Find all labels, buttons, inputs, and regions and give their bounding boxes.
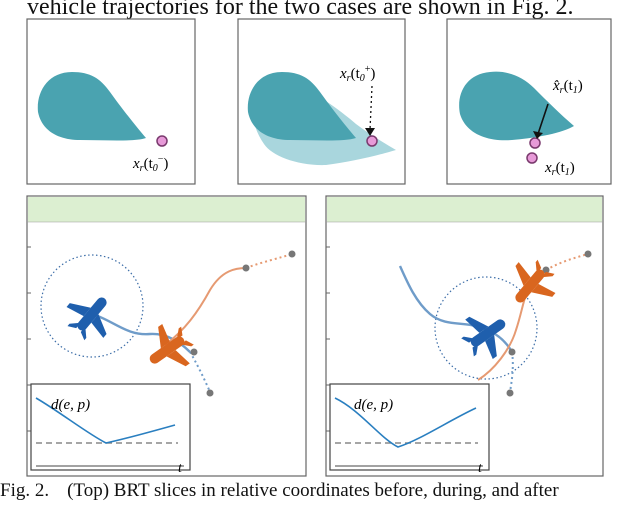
brt-region (37, 72, 146, 141)
axis-ticks (27, 246, 31, 432)
brt-region (459, 71, 574, 141)
pursuer-aircraft-icon (515, 259, 556, 303)
pursuer-aircraft-icon (149, 324, 194, 367)
distance-curve (334, 397, 477, 448)
dotted-arrow (369, 85, 373, 131)
evader-future-path (509, 351, 514, 393)
brt-region (247, 72, 356, 141)
inset-xlabel: t (478, 461, 483, 476)
waypoint (584, 250, 592, 258)
arrow-line (537, 103, 549, 135)
waypoint (206, 389, 214, 397)
inset-ylabel: d(e, p) (354, 397, 393, 413)
arrow-head (533, 131, 543, 139)
sim-header-bar (327, 197, 602, 222)
arrow-head (365, 128, 375, 136)
safety-circle (40, 254, 144, 358)
evader-aircraft-icon (461, 316, 506, 359)
waypoint (242, 264, 250, 272)
waypoint (190, 348, 198, 356)
sim-header-bar (28, 197, 305, 222)
sim-panel-left: d(e, p) t (26, 195, 307, 477)
waypoint (288, 250, 296, 258)
distance-inset: d(e, p) t (30, 383, 191, 476)
distance-inset: d(e, p) t (329, 383, 490, 476)
evader-aircraft-icon (66, 297, 107, 341)
state-label: xr(t1) (544, 160, 575, 178)
state-label: xr(t0+) (339, 64, 375, 84)
state-label: xr(t0−) (132, 154, 168, 174)
waypoint (542, 266, 550, 274)
figure-caption: Fig. 2. (Top) BRT slices in relative coor… (0, 480, 559, 502)
evader-path (398, 265, 514, 353)
state-marker (526, 152, 538, 164)
header-text: vehicle trajectories for the two cases a… (27, 0, 574, 20)
state-marker (366, 135, 378, 147)
pursuer-future-path (545, 253, 589, 271)
brt-panel-after: x̂r(t1) xr(t1) (446, 18, 612, 185)
distance-curve (35, 397, 176, 444)
state-marker (156, 135, 168, 147)
sim-panel-right: d(e, p) t (325, 195, 604, 477)
brt-panel-before: xr(t0−) (26, 18, 196, 185)
estimated-state-marker (529, 137, 541, 149)
waypoint (508, 348, 516, 356)
waypoint (506, 389, 514, 397)
evader-future-path (189, 351, 211, 393)
axis-ticks (326, 246, 330, 432)
inset-ylabel: d(e, p) (51, 397, 90, 413)
caption-label: Fig. 2. (0, 480, 50, 501)
estimated-state-label: x̂r(t1) (552, 78, 583, 96)
safety-circle (434, 276, 538, 380)
pursuer-future-path (245, 253, 293, 269)
caption-text: (Top) BRT slices in relative coordinates… (67, 480, 559, 501)
brt-panel-during: xr(t0+) (237, 18, 406, 185)
inset-xlabel: t (178, 461, 183, 476)
